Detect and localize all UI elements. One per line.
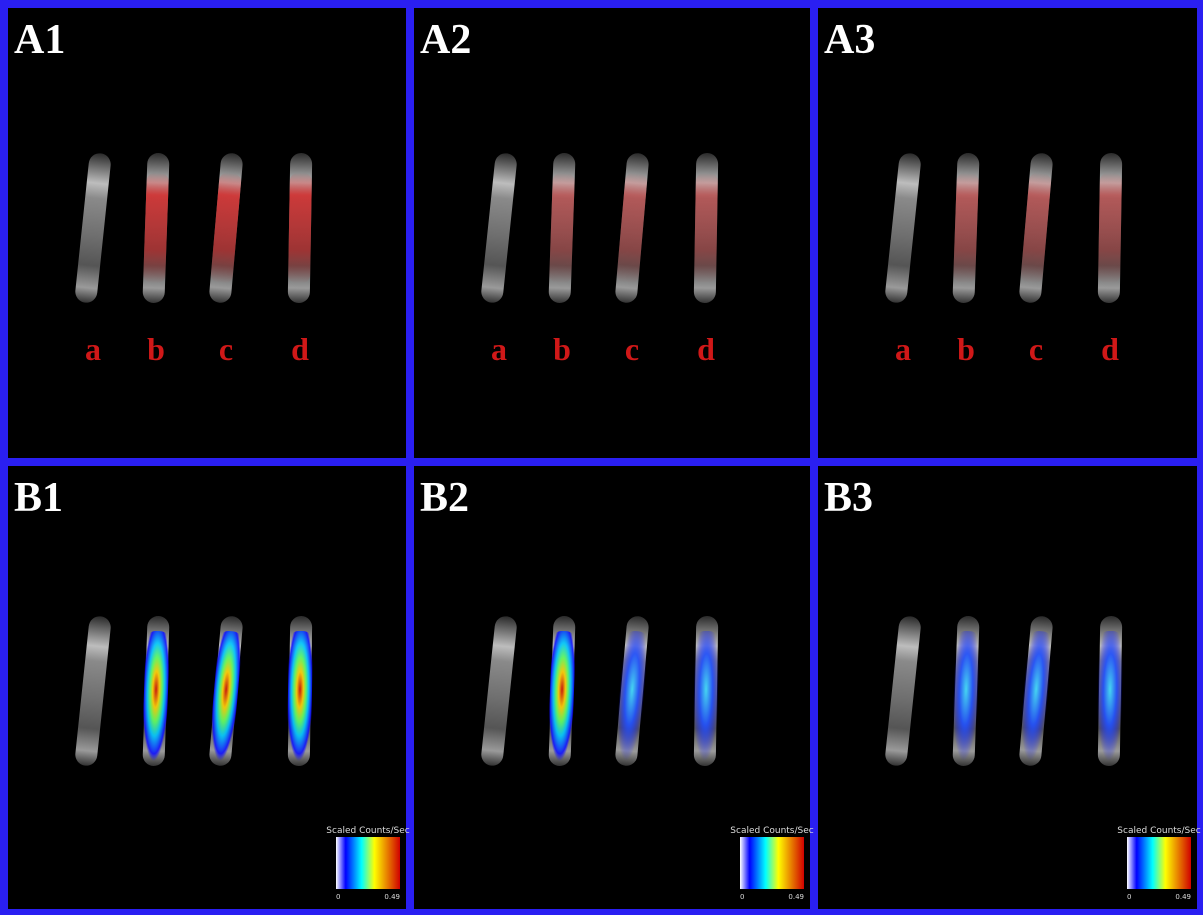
specimen-label: a [895, 331, 911, 367]
fluorescence [953, 172, 979, 284]
specimen [548, 153, 576, 303]
specimen [209, 153, 243, 303]
specimen-body [481, 616, 517, 766]
specimen [75, 616, 111, 766]
fluorescence [549, 172, 575, 284]
specimen-label: c [219, 331, 233, 367]
specimen [287, 153, 313, 303]
panel-label: B1 [14, 475, 63, 521]
specimen-label: d [291, 331, 309, 367]
specimen-label: b [147, 331, 165, 367]
specimen-label: c [1029, 331, 1043, 367]
specimen [951, 616, 980, 766]
signal-overlay [692, 630, 719, 762]
specimen [1097, 153, 1123, 303]
colorbar [336, 837, 400, 889]
specimen-label: d [1101, 331, 1119, 367]
specimen-body [75, 153, 111, 303]
specimen [614, 616, 649, 766]
specimen-label: c [625, 331, 639, 367]
signal-overlay [1096, 630, 1123, 762]
specimen [75, 153, 111, 303]
panel-background [414, 466, 810, 909]
specimen [692, 616, 719, 766]
specimen [547, 616, 576, 766]
specimen-body [885, 153, 921, 303]
specimen-body [481, 153, 517, 303]
panel-background [8, 8, 406, 458]
fluorescence [288, 172, 312, 284]
fluorescence [694, 172, 718, 284]
specimen-body [885, 616, 921, 766]
colorbar [1127, 837, 1191, 889]
specimen [693, 153, 719, 303]
colorbar-title: Scaled Counts/Sec [326, 826, 409, 836]
colorbar-min: 0 [336, 893, 340, 901]
specimen-label: d [697, 331, 715, 367]
signal-overlay [286, 630, 313, 762]
fluorescence [143, 172, 169, 284]
specimen [1019, 153, 1053, 303]
signal-overlay [547, 630, 576, 762]
panel-background [414, 8, 810, 458]
specimen [952, 153, 980, 303]
specimen [208, 616, 243, 766]
panel: A3 a b c d [818, 8, 1197, 458]
colorbar-min: 0 [1127, 893, 1131, 901]
signal-overlay [208, 631, 243, 761]
panel-background [8, 466, 406, 909]
specimen-label: b [553, 331, 571, 367]
specimen [286, 616, 313, 766]
fluorescence [616, 172, 648, 284]
panel: A1 a b c d [8, 8, 406, 458]
panel-label: A3 [824, 17, 875, 63]
fluorescence [210, 172, 242, 284]
specimen [141, 616, 170, 766]
specimen-label: a [85, 331, 101, 367]
colorbar-min: 0 [740, 893, 744, 901]
panel-label: B3 [824, 475, 873, 521]
specimen [885, 153, 921, 303]
colorbar-title: Scaled Counts/Sec [1117, 826, 1200, 836]
specimen [481, 616, 517, 766]
panel-label: B2 [420, 475, 469, 521]
specimen [142, 153, 170, 303]
specimen [885, 616, 921, 766]
panel: B1 Scaled Counts/Sec 0 0.49 [8, 466, 410, 909]
specimen [615, 153, 649, 303]
panel-background [818, 8, 1197, 458]
panel-label: A2 [420, 17, 471, 63]
specimen-body [75, 616, 111, 766]
fluorescence [1098, 172, 1122, 284]
colorbar-max: 0.49 [1175, 893, 1191, 901]
specimen-label: b [957, 331, 975, 367]
panel: B3 Scaled Counts/Sec 0 0.49 [818, 466, 1201, 909]
signal-overlay [141, 630, 170, 762]
specimen [1096, 616, 1123, 766]
panel: B2 Scaled Counts/Sec 0 0.49 [414, 466, 814, 909]
specimen [481, 153, 517, 303]
panel: A2 a b c d [414, 8, 810, 458]
panel-background [818, 466, 1197, 909]
signal-overlay [614, 631, 649, 761]
signal-overlay [1018, 631, 1053, 761]
colorbar-max: 0.49 [788, 893, 804, 901]
colorbar-title: Scaled Counts/Sec [730, 826, 813, 836]
signal-overlay [951, 630, 980, 762]
fluorescence [1020, 172, 1052, 284]
specimen-label: a [491, 331, 507, 367]
specimen [1018, 616, 1053, 766]
panel-label: A1 [14, 17, 65, 63]
colorbar-max: 0.49 [384, 893, 400, 901]
colorbar [740, 837, 804, 889]
